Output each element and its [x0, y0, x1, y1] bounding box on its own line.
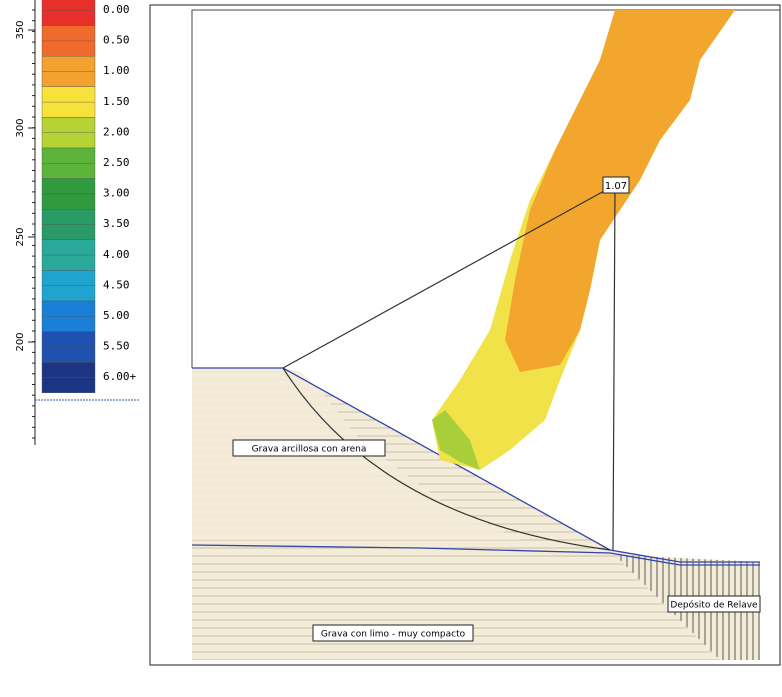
legend-label: 2.50	[103, 156, 130, 169]
layer-label: Grava arcillosa con arena	[252, 445, 367, 455]
ruler-label: 300	[15, 118, 26, 137]
legend-label: 4.00	[103, 248, 130, 261]
legend-label: 5.50	[103, 340, 130, 353]
legend-label: 5.00	[103, 309, 130, 322]
ruler-label: 350	[15, 20, 26, 39]
ruler-label: 250	[15, 227, 26, 246]
legend: 0.00 0.50 1.00 1.50 2.00 2.50 3.00 3.50 4.00 4.50…	[42, 0, 136, 393]
legend-label: 3.50	[103, 217, 130, 230]
legend-label: 0.50	[103, 34, 130, 47]
legend-label: 6.00+	[103, 370, 136, 383]
legend-label: 2.00	[103, 125, 130, 138]
factor-label: 1.07	[605, 181, 627, 192]
legend-label: 0.00	[103, 3, 130, 16]
legend-label: 1.00	[103, 64, 130, 77]
legend-label: 4.50	[103, 278, 130, 291]
ruler-label: 200	[15, 332, 26, 351]
legend-label: 1.50	[103, 95, 130, 108]
legend-swatch	[42, 0, 95, 26]
layer-label: Grava con limo - muy compacto	[321, 630, 466, 640]
legend-label: 3.00	[103, 187, 130, 200]
screen: 0.00 0.50 1.00 1.50 2.00 2.50 3.00 3.50 4.00 4.50…	[0, 0, 782, 693]
layer-label: Depósito de Relave	[670, 600, 758, 611]
